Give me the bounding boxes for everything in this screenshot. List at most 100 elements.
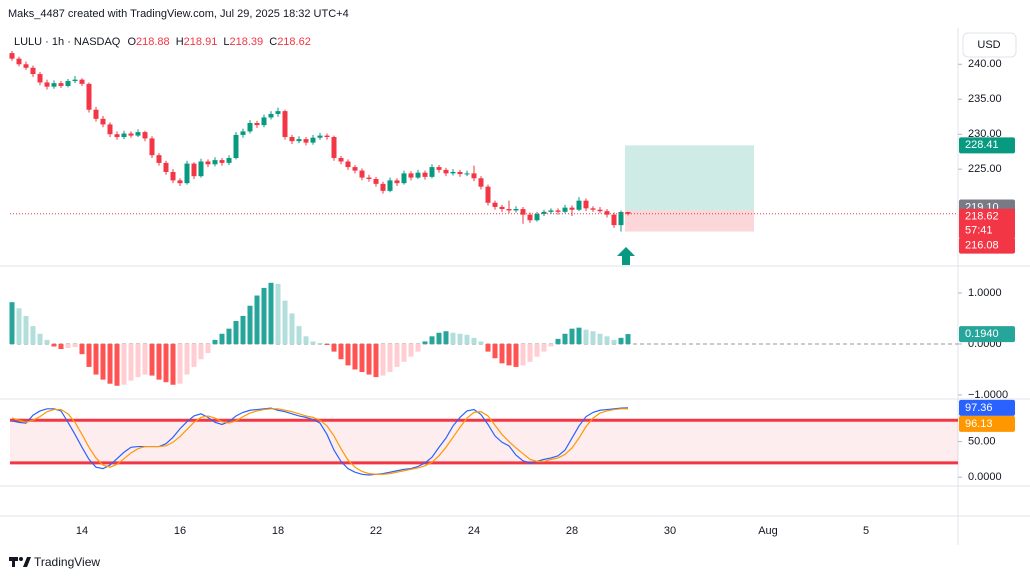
last-value-tag: 96.13: [965, 418, 993, 430]
candle-body: [191, 163, 197, 177]
histogram-bar: [289, 313, 295, 344]
histogram-bar: [296, 326, 302, 344]
candle-body: [471, 173, 477, 179]
candle-body: [541, 211, 547, 214]
candle-body: [373, 178, 379, 184]
candle-body: [100, 118, 106, 125]
histogram-bar: [394, 343, 400, 367]
histogram-bar: [184, 343, 190, 375]
histogram-bar: [128, 343, 134, 381]
histogram-bar: [303, 336, 309, 344]
candle-body: [310, 137, 316, 143]
candle-body: [366, 177, 372, 179]
last-value-tag: 0.1940: [965, 328, 999, 340]
x-tick-label: 22: [370, 525, 382, 537]
histogram-bar: [429, 336, 435, 344]
histogram-bar: [51, 343, 57, 347]
candle-body: [394, 180, 400, 184]
candle-body: [44, 82, 50, 87]
currency-label[interactable]: USD: [977, 39, 1000, 51]
candle-body: [408, 173, 414, 178]
histogram-bar: [618, 337, 624, 344]
x-tick-label: 24: [468, 525, 480, 537]
x-tick-label: 18: [272, 525, 284, 537]
stochastic-line: [11, 408, 629, 475]
x-tick-label: Aug: [758, 525, 778, 537]
histogram-bar: [324, 343, 330, 345]
candle-body: [30, 67, 36, 75]
histogram-bar: [226, 328, 232, 344]
candle-body: [436, 167, 442, 170]
candle-body: [128, 133, 134, 136]
histogram-bar: [415, 343, 421, 352]
histogram-bar: [254, 295, 260, 344]
y-tick-label: 1.0000: [968, 287, 1002, 299]
histogram-bar: [163, 343, 169, 383]
candle-body: [450, 171, 456, 174]
histogram-bar: [114, 343, 120, 386]
histogram-bar: [611, 339, 617, 344]
symbol-header: LULU · 1h · NASDAQ O218.88 H218.91 L218.…: [14, 36, 311, 48]
candle-body: [387, 180, 393, 191]
histogram-bar: [93, 343, 99, 375]
histogram-bar: [338, 343, 344, 360]
candle-body: [261, 117, 267, 126]
last-price-tag: 218.62: [965, 211, 999, 223]
candle-body: [93, 109, 99, 119]
candle-body: [380, 183, 386, 191]
histogram-bar: [408, 343, 414, 357]
y-tick-label: −1.0000: [968, 389, 1008, 401]
histogram-bar: [485, 343, 491, 352]
histogram-bar: [30, 326, 36, 344]
histogram-bar: [247, 305, 253, 344]
histogram-bar: [37, 333, 43, 344]
candle-body: [429, 167, 435, 177]
candle-body: [590, 208, 596, 210]
symbol-info: LULU · 1h · NASDAQ: [14, 36, 121, 48]
histogram-bar: [212, 339, 218, 344]
currency-button[interactable]: [962, 32, 1017, 58]
candle-body: [296, 139, 302, 142]
histogram-bar: [310, 341, 316, 344]
candle-body: [163, 162, 169, 172]
histogram-bar: [268, 282, 274, 344]
last-price-bg: [959, 208, 1015, 239]
histogram-bar: [436, 332, 442, 344]
histogram-bar: [121, 343, 127, 385]
histogram-bar: [387, 343, 393, 372]
histogram-bar: [562, 333, 568, 344]
candle-body: [331, 137, 337, 158]
candle-body: [212, 160, 218, 165]
histogram-bar: [44, 339, 50, 344]
histogram-bar: [492, 343, 498, 359]
histogram-bar: [177, 343, 183, 384]
candle-body: [72, 79, 78, 82]
x-tick-label: 16: [174, 525, 186, 537]
histogram-bar: [548, 343, 554, 347]
histogram-bar: [541, 343, 547, 352]
candle-body: [513, 209, 519, 211]
band-fill: [10, 420, 958, 463]
histogram-bar: [366, 343, 372, 375]
last-value-tag-bg: [959, 326, 1015, 343]
histogram-bar: [86, 343, 92, 367]
histogram-bar: [282, 300, 288, 344]
histogram-bar: [198, 343, 204, 360]
ohlc-letter: L: [223, 36, 229, 48]
candle-body: [226, 157, 232, 163]
target-tag: 228.41: [965, 139, 999, 151]
histogram-bar: [317, 342, 323, 344]
histogram-bar: [135, 343, 141, 378]
candle-body: [548, 210, 554, 212]
candle-body: [359, 170, 365, 178]
candle-body: [51, 83, 57, 87]
candle-body: [520, 209, 526, 215]
histogram-bar: [450, 332, 456, 344]
candle-body: [345, 161, 351, 168]
histogram-bar: [373, 343, 379, 378]
candle-body: [555, 210, 561, 212]
histogram-bar: [9, 302, 15, 344]
ohlc-letter: O: [127, 36, 136, 48]
